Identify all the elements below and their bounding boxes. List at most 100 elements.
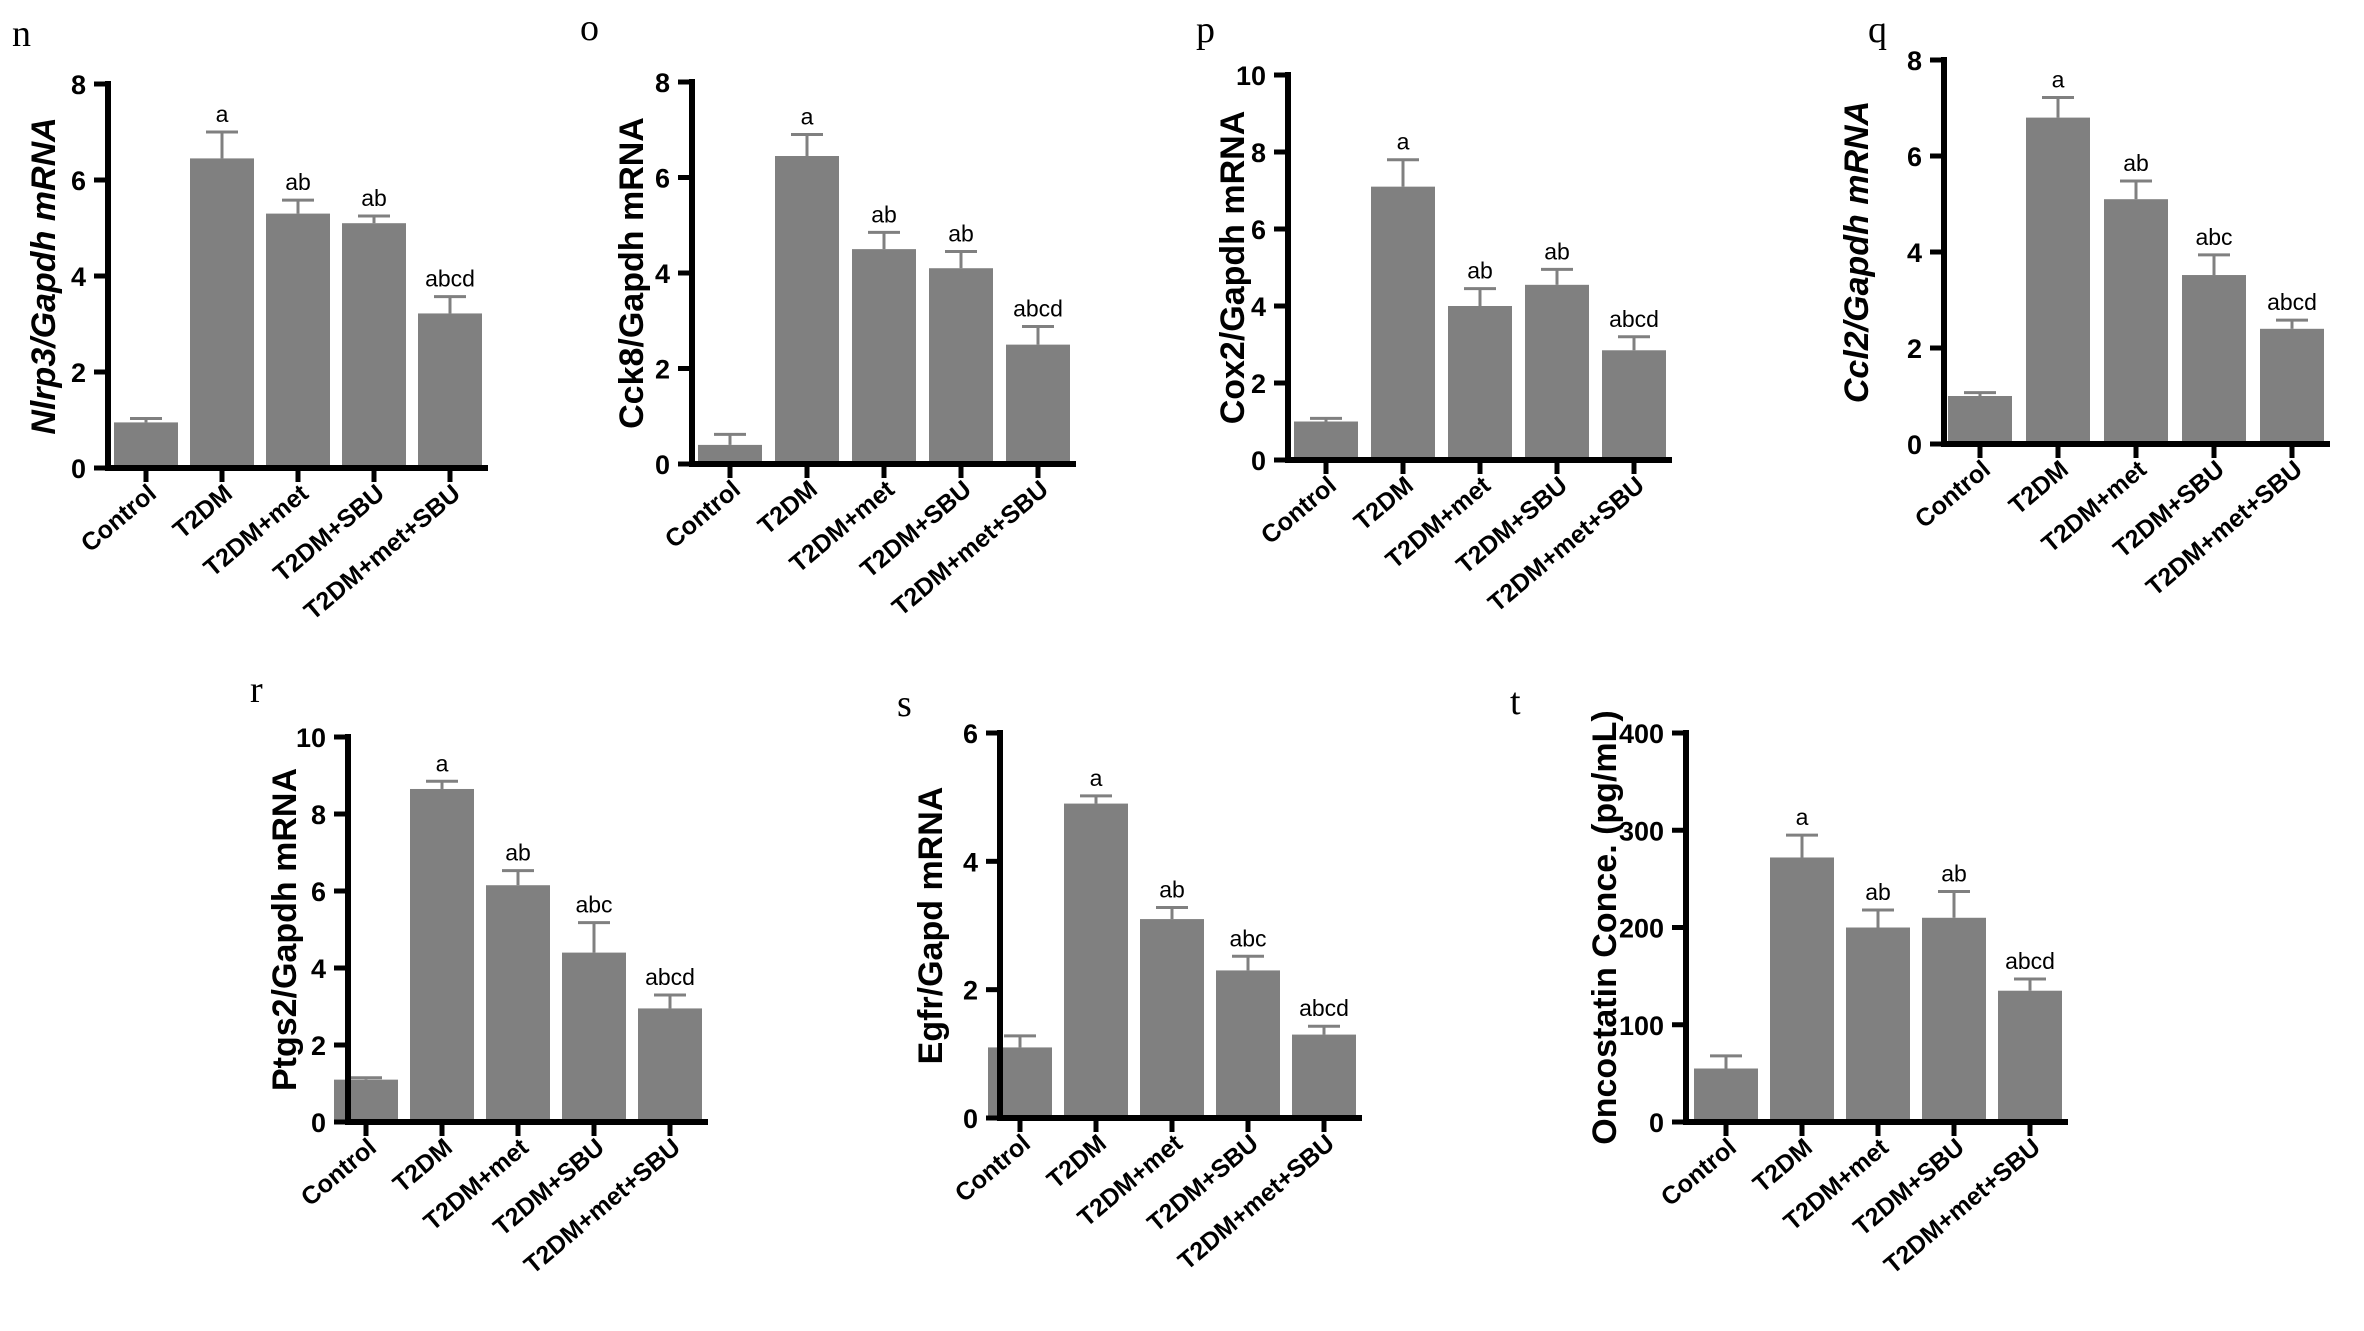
- y-tick-label: 2: [71, 358, 86, 388]
- bar: [1846, 927, 1910, 1122]
- bar: [2026, 117, 2090, 444]
- significance-label: abcd: [2267, 289, 2317, 315]
- x-tick-label: Control: [296, 1133, 382, 1212]
- bar: [562, 952, 626, 1122]
- bar: [1998, 990, 2062, 1122]
- bar: [1694, 1068, 1758, 1122]
- significance-label: abcd: [425, 266, 475, 292]
- y-tick-label: 6: [71, 166, 86, 196]
- panel-letter: p: [1196, 9, 1215, 51]
- y-tick-label: 2: [1907, 334, 1922, 364]
- x-tick-label: T2DM: [1042, 1129, 1112, 1194]
- x-tick-label: Control: [660, 475, 746, 554]
- y-tick-label: 4: [1907, 238, 1922, 268]
- bar: [486, 885, 550, 1122]
- significance-label: ab: [1941, 861, 1967, 887]
- bar: [2182, 275, 2246, 444]
- bar: [114, 422, 178, 468]
- significance-label: ab: [285, 169, 311, 195]
- bar: [418, 313, 482, 468]
- bar: [2104, 199, 2168, 444]
- significance-label: abcd: [1609, 306, 1659, 332]
- x-tick-label: T2DM: [2004, 455, 2074, 520]
- bar: [1292, 1034, 1356, 1118]
- panel-letter: t: [1510, 681, 1521, 723]
- y-tick-label: 300: [1619, 816, 1664, 846]
- bar: [190, 158, 254, 468]
- y-tick-label: 0: [1649, 1108, 1664, 1138]
- significance-label: abc: [2195, 224, 2232, 250]
- bar: [1448, 306, 1512, 460]
- y-tick-label: 6: [655, 164, 670, 194]
- x-tick-label: T2DM: [388, 1133, 458, 1198]
- y-axis-label: Cck8/Gapdh mRNA: [613, 117, 651, 429]
- bar: [852, 249, 916, 464]
- bar: [1294, 421, 1358, 460]
- significance-label: abcd: [1013, 295, 1063, 321]
- bar: [1371, 186, 1435, 460]
- y-axis-label: Cox2/Gapdh mRNA: [1214, 111, 1252, 425]
- x-tick-label: Control: [76, 479, 162, 558]
- bar: [1602, 350, 1666, 460]
- y-tick-label: 10: [1236, 61, 1266, 91]
- panel-letter: n: [12, 13, 31, 55]
- bar: [334, 1079, 398, 1122]
- significance-label: ab: [1159, 877, 1185, 903]
- y-tick-label: 6: [311, 877, 326, 907]
- x-tick-label: T2DM: [168, 479, 238, 544]
- y-tick-label: 2: [963, 976, 978, 1006]
- y-tick-label: 6: [1251, 215, 1266, 245]
- y-tick-label: 400: [1619, 719, 1664, 749]
- bar: [1948, 396, 2012, 444]
- y-tick-label: 4: [963, 847, 978, 877]
- y-tick-label: 4: [311, 954, 326, 984]
- panel-letter: o: [580, 7, 599, 49]
- y-tick-label: 8: [1251, 138, 1266, 168]
- y-tick-label: 0: [71, 454, 86, 484]
- y-tick-label: 8: [655, 68, 670, 98]
- y-tick-label: 100: [1619, 1011, 1664, 1041]
- y-axis-label: Oncostatin Conce. (pg/mL): [1586, 710, 1624, 1144]
- y-tick-label: 2: [655, 355, 670, 385]
- x-tick-label: T2DM: [1748, 1133, 1818, 1198]
- y-tick-label: 2: [311, 1031, 326, 1061]
- panel-letter: r: [250, 669, 263, 711]
- significance-label: ab: [1467, 258, 1493, 284]
- y-tick-label: 4: [71, 262, 86, 292]
- significance-label: ab: [1544, 238, 1570, 264]
- x-tick-label: T2DM: [753, 475, 823, 540]
- x-tick-label: Control: [1910, 455, 1996, 534]
- panel-letter: s: [897, 683, 912, 725]
- significance-label: ab: [948, 221, 974, 247]
- x-tick-label: Control: [950, 1129, 1036, 1208]
- y-tick-label: 4: [1251, 292, 1266, 322]
- significance-label: ab: [2123, 150, 2149, 176]
- panel-letter: q: [1868, 9, 1887, 51]
- bar: [1770, 857, 1834, 1122]
- bar: [1525, 284, 1589, 460]
- significance-label: abc: [1229, 925, 1266, 951]
- significance-label: abcd: [1299, 995, 1349, 1021]
- significance-label: ab: [871, 201, 897, 227]
- significance-label: ab: [505, 840, 531, 866]
- y-tick-label: 0: [1907, 430, 1922, 460]
- significance-label: abc: [575, 892, 612, 918]
- bar: [929, 268, 993, 464]
- y-tick-label: 8: [311, 800, 326, 830]
- bar: [410, 788, 474, 1122]
- x-tick-label: Control: [1656, 1133, 1742, 1212]
- significance-label: abcd: [2005, 948, 2055, 974]
- y-axis-label: Egfr/Gapd mRNA: [912, 787, 950, 1065]
- y-tick-label: 0: [655, 450, 670, 480]
- y-tick-label: 200: [1619, 914, 1664, 944]
- y-tick-label: 6: [963, 719, 978, 749]
- significance-label: a: [1397, 129, 1410, 155]
- y-tick-label: 0: [963, 1104, 978, 1134]
